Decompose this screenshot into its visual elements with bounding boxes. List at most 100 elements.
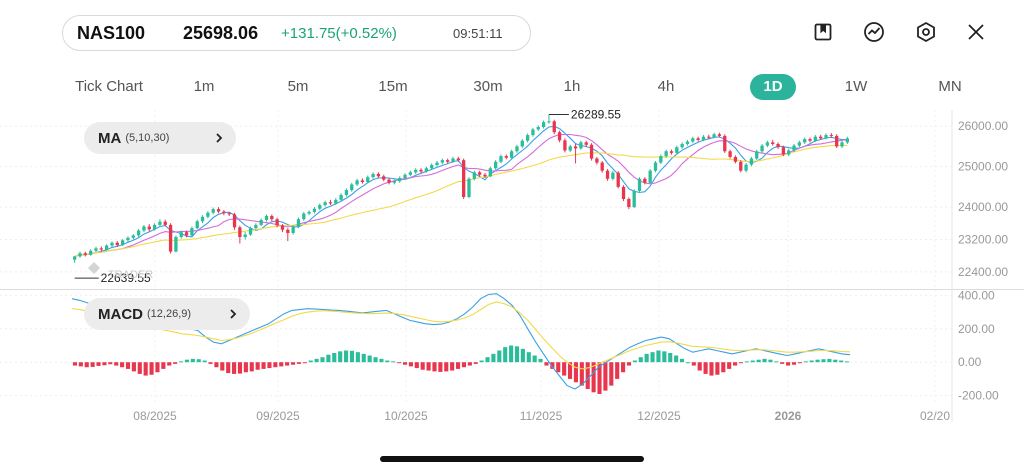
close-icon[interactable] [964, 20, 988, 44]
macd-bar [844, 361, 850, 363]
macd-bar [485, 357, 490, 363]
candle-body [323, 202, 327, 206]
macd-bar [308, 360, 313, 363]
candle-body [232, 214, 237, 228]
tab-mn[interactable]: MN [938, 78, 962, 95]
candle-body [131, 235, 135, 238]
macd-bar [261, 362, 266, 369]
macd-bar [532, 355, 537, 363]
price-chart[interactable]: 26000.00 25000.00 24000.00 23200.00 22400.00… [0, 110, 1024, 435]
macd-bar [214, 362, 219, 368]
price-tick-label: 26000.00 [958, 119, 1008, 133]
macd-bar [178, 361, 184, 363]
macd-bar [709, 362, 714, 376]
tab-30m[interactable]: 30m [473, 78, 503, 95]
candle-body [264, 215, 269, 221]
macd-bar [626, 362, 632, 366]
macd-bar [220, 362, 225, 371]
macd-bar [632, 360, 637, 363]
bookmark-icon[interactable] [811, 20, 835, 44]
macd-bar [662, 351, 667, 363]
macd-bar [267, 362, 272, 369]
macd-bar [391, 361, 396, 363]
candle-body [147, 226, 151, 230]
macd-bar [167, 362, 172, 366]
candle-body [739, 161, 743, 171]
macd-bar [556, 362, 561, 373]
candle-body [557, 132, 562, 141]
candle-body [339, 194, 343, 200]
candle-body [83, 253, 87, 255]
tab-1w[interactable]: 1W [844, 78, 868, 95]
symbol-label[interactable]: NAS100 [77, 22, 146, 43]
macd-bar [691, 362, 696, 366]
candle-body [419, 169, 423, 172]
candle-body [286, 229, 290, 233]
candle-body [451, 158, 455, 162]
candle-body [328, 202, 333, 204]
candle-body [616, 172, 620, 187]
macd-bar [279, 362, 284, 367]
candle-body [344, 190, 349, 195]
settings-icon[interactable] [914, 20, 938, 44]
macd-bar [408, 362, 413, 367]
quote-header: NAS100 25698.06 +131.75(+0.52%) 09:51:11 [62, 15, 531, 51]
candle-body [488, 168, 492, 177]
macd-bar [326, 354, 331, 363]
candle-body [280, 225, 285, 230]
macd-bar [314, 358, 319, 363]
candle-body [547, 121, 551, 123]
candle-body [216, 209, 221, 212]
candle-body [382, 176, 386, 180]
ma-indicator-pill[interactable]: MA (5,10,30) [84, 122, 236, 154]
macd-bar [273, 362, 278, 368]
macd-bar [338, 351, 343, 363]
candle-body [680, 143, 684, 148]
watermark-logo [88, 262, 100, 274]
candle-body [808, 139, 812, 141]
tab-1h[interactable]: 1h [563, 78, 581, 95]
candle-body [227, 213, 231, 215]
candle-body [142, 226, 146, 231]
tab-5m[interactable]: 5m [287, 78, 309, 95]
candle-body [398, 177, 402, 182]
candle-body [824, 135, 828, 139]
indicator-icon[interactable] [862, 20, 886, 44]
tab-1m[interactable]: 1m [193, 78, 215, 95]
candle-body [792, 145, 796, 151]
candle-body [291, 226, 295, 233]
tab-1d[interactable]: 1D [750, 74, 796, 100]
candle-body [259, 220, 263, 225]
macd-bar [473, 362, 478, 364]
macd-bar [455, 362, 461, 369]
macd-bar [137, 362, 142, 374]
macd-bar [809, 360, 814, 363]
price-tick-label: 23200.00 [958, 232, 1008, 246]
macd-bar [550, 362, 555, 369]
macd-bar [444, 362, 449, 372]
macd-bar [78, 362, 83, 367]
macd-bar [750, 360, 755, 363]
candle-body [126, 237, 130, 241]
macd-bar [302, 362, 307, 364]
tab-tick-chart[interactable]: Tick Chart [75, 78, 143, 95]
candle-body [200, 216, 205, 222]
date-tick-label: 12/2025 [637, 409, 681, 423]
candle-body [797, 142, 802, 146]
ma-lines [74, 125, 848, 257]
macd-bar [638, 357, 643, 363]
date-tick-label: 10/2025 [384, 409, 428, 423]
candle-body [387, 179, 391, 183]
tab-15m[interactable]: 15m [378, 78, 408, 95]
candle-body [595, 158, 599, 163]
macd-bar [650, 352, 655, 363]
macd-indicator-pill[interactable]: MACD (12,26,9) [84, 298, 250, 330]
macd-tick-label: 0.00 [958, 355, 982, 369]
candle-body [302, 213, 306, 220]
macd-bar [479, 360, 484, 363]
candle-body [307, 211, 311, 214]
ma-indicator-name: MA [98, 129, 122, 147]
candle-body [627, 199, 631, 208]
tab-4h[interactable]: 4h [657, 78, 675, 95]
macd-bar [450, 362, 455, 371]
